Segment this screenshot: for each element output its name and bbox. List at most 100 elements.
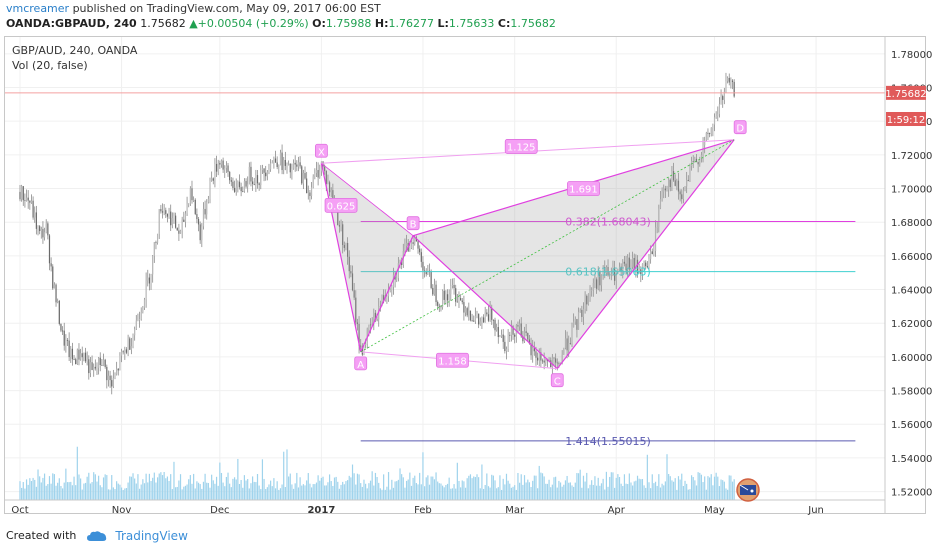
candle-body	[612, 267, 614, 275]
y-tick-label: 1.58000	[891, 387, 932, 398]
candle-body	[170, 211, 172, 226]
candle-body	[120, 351, 123, 356]
candle-body	[650, 251, 652, 260]
candle-body	[19, 191, 21, 200]
candle-body	[283, 159, 285, 171]
candle-body	[681, 194, 683, 200]
candle-body	[587, 293, 589, 305]
candle-body	[525, 331, 527, 334]
candle-body	[116, 368, 118, 375]
candle-body	[535, 351, 537, 358]
tradingview-brand[interactable]: TradingView	[115, 529, 188, 543]
ratio-label: 1.691	[569, 185, 598, 196]
candle-body	[563, 348, 565, 355]
tradingview-cloud-icon	[86, 531, 107, 541]
candle-body	[291, 168, 293, 173]
candle-body	[569, 343, 571, 344]
candle-body	[720, 96, 722, 105]
candle-body	[230, 180, 232, 182]
quote-line: OANDA:GBPAUD, 240 1.75682 ▲+0.00504 (+0.…	[6, 17, 556, 30]
candle-body	[52, 266, 54, 289]
candle-body	[727, 77, 729, 82]
candle-body	[75, 359, 77, 365]
candle-body	[214, 163, 216, 181]
candle-body	[127, 338, 129, 353]
candle-body	[355, 297, 357, 323]
pattern-ratio-line-ad	[360, 139, 735, 353]
candle-body	[633, 257, 635, 270]
candle-body	[351, 273, 354, 291]
candle-body	[71, 348, 74, 360]
candle-body	[694, 158, 696, 162]
candle-body	[256, 175, 259, 184]
candle-body	[517, 325, 519, 327]
author-link[interactable]: vmcreamer	[6, 2, 70, 15]
candle-body	[173, 215, 175, 219]
candle-body	[193, 199, 195, 201]
candle-body	[250, 166, 252, 182]
candle-body	[80, 353, 82, 360]
candle-body	[669, 179, 671, 188]
candle-body	[654, 227, 657, 252]
candle-body	[166, 213, 169, 217]
x-tick-label: Feb	[414, 505, 432, 516]
candle-body	[245, 181, 247, 187]
candle-body	[201, 226, 203, 241]
chart-frame[interactable]	[4, 36, 926, 514]
candle-body	[445, 294, 447, 300]
volume-legend: Vol (20, false)	[12, 59, 88, 72]
candle-body	[420, 252, 422, 262]
candle-body	[270, 163, 272, 170]
candle-body	[181, 219, 183, 231]
candle-body	[225, 165, 227, 168]
candle-body	[263, 168, 265, 173]
candle-body	[337, 210, 339, 226]
candle-body	[76, 349, 78, 365]
high-label: H:	[374, 17, 389, 30]
y-tick-label: 1.78000	[891, 50, 932, 61]
candle-body	[497, 327, 499, 338]
candle-body	[520, 323, 522, 337]
candle-body	[175, 215, 177, 228]
candle-body	[338, 225, 341, 227]
candle-body	[296, 164, 298, 167]
candle-body	[597, 270, 599, 289]
candle-body	[73, 359, 75, 361]
candle-body	[255, 175, 257, 185]
candle-body	[289, 163, 291, 173]
candle-body	[302, 173, 304, 184]
candle-body	[514, 334, 516, 337]
published-text: published on TradingView.com, May 09, 20…	[69, 2, 381, 15]
candle-body	[81, 353, 83, 358]
candle-body	[584, 295, 586, 309]
candle-body	[25, 197, 28, 201]
candle-body	[643, 262, 645, 264]
flag-icon[interactable]	[736, 478, 760, 502]
candle-body	[443, 290, 445, 300]
candle-body	[306, 178, 308, 194]
candle-body	[568, 343, 570, 351]
candle-body	[412, 242, 414, 244]
candle-body	[219, 162, 221, 165]
candle-body	[238, 181, 241, 188]
candle-body	[510, 326, 512, 336]
x-tick-label: Nov	[112, 505, 132, 516]
candle-body	[98, 357, 100, 368]
candle-body	[499, 336, 501, 338]
candle-body	[40, 229, 42, 231]
candle-body	[435, 284, 437, 303]
candle-body	[163, 210, 165, 213]
ratio-label-box	[504, 139, 538, 154]
candle-body	[512, 326, 514, 335]
candle-body	[117, 368, 119, 371]
candle-body	[622, 261, 624, 272]
candle-body	[29, 200, 31, 203]
y-tick-label: 1.56000	[891, 420, 932, 431]
price-candles	[5, 72, 885, 395]
candle-body	[386, 296, 388, 298]
y-tick-label: 1.64000	[891, 286, 932, 297]
candle-body	[658, 208, 660, 227]
candle-body	[476, 313, 478, 316]
candle-body	[695, 158, 698, 163]
